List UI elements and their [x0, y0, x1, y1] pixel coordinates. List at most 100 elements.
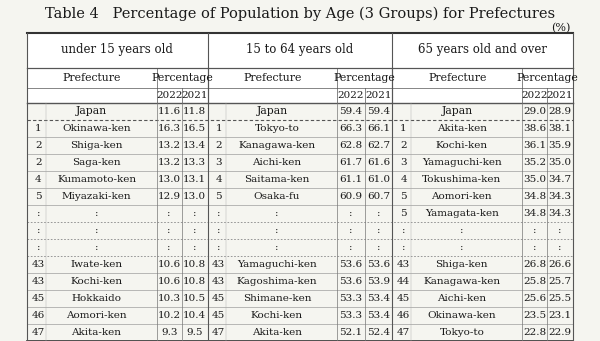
Text: 53.6: 53.6 — [367, 260, 390, 269]
Text: Japan: Japan — [76, 106, 107, 117]
Text: 28.9: 28.9 — [548, 107, 571, 116]
Text: 22.8: 22.8 — [523, 328, 546, 337]
Text: 10.8: 10.8 — [183, 260, 206, 269]
Text: :: : — [95, 226, 98, 235]
Text: Prefecture: Prefecture — [428, 73, 487, 83]
Text: Tokyo-to: Tokyo-to — [439, 328, 484, 337]
Text: 9.3: 9.3 — [161, 328, 178, 337]
Text: :: : — [95, 243, 98, 252]
Text: 43: 43 — [397, 260, 410, 269]
Text: :: : — [349, 243, 353, 252]
Text: 2022: 2022 — [338, 91, 364, 100]
Text: :: : — [349, 209, 353, 218]
Text: :: : — [95, 209, 98, 218]
Text: Akita-ken: Akita-ken — [71, 328, 122, 337]
Text: Kagoshima-ken: Kagoshima-ken — [236, 277, 317, 286]
Text: 60.7: 60.7 — [367, 192, 390, 201]
Text: 53.3: 53.3 — [340, 311, 362, 320]
Text: 2: 2 — [35, 141, 41, 150]
Text: :: : — [460, 243, 464, 252]
Text: 4: 4 — [400, 175, 407, 184]
Text: 65 years old and over: 65 years old and over — [418, 44, 547, 57]
Text: 10.6: 10.6 — [158, 260, 181, 269]
Text: 16.5: 16.5 — [183, 124, 206, 133]
Text: 35.9: 35.9 — [548, 141, 571, 150]
Text: 25.7: 25.7 — [548, 277, 571, 286]
Text: 66.1: 66.1 — [367, 124, 390, 133]
Text: 53.4: 53.4 — [367, 311, 390, 320]
Text: Shiga-ken: Shiga-ken — [70, 141, 123, 150]
Text: 44: 44 — [397, 277, 410, 286]
Text: :: : — [558, 243, 562, 252]
Text: 2022: 2022 — [156, 91, 182, 100]
Bar — [27, 68, 573, 103]
Text: 11.6: 11.6 — [158, 107, 181, 116]
Text: 46: 46 — [397, 311, 410, 320]
Text: 13.1: 13.1 — [183, 175, 206, 184]
Text: :: : — [193, 209, 196, 218]
Text: 2: 2 — [215, 141, 222, 150]
Text: :: : — [377, 226, 380, 235]
Text: 61.0: 61.0 — [367, 175, 390, 184]
Text: :: : — [193, 243, 196, 252]
Text: Kochi-ken: Kochi-ken — [436, 141, 488, 150]
Text: 61.1: 61.1 — [340, 175, 362, 184]
Text: 35.0: 35.0 — [548, 158, 571, 167]
Text: 53.6: 53.6 — [340, 260, 362, 269]
Text: 5: 5 — [215, 192, 222, 201]
Text: 22.9: 22.9 — [548, 328, 571, 337]
Text: 25.6: 25.6 — [523, 294, 546, 303]
Text: 52.4: 52.4 — [367, 328, 390, 337]
Text: 62.7: 62.7 — [367, 141, 390, 150]
Text: Japan: Japan — [257, 106, 288, 117]
Text: 53.6: 53.6 — [340, 277, 362, 286]
Text: Miyazaki-ken: Miyazaki-ken — [62, 192, 131, 201]
Text: :: : — [275, 209, 278, 218]
Text: :: : — [377, 209, 380, 218]
Text: Aomori-ken: Aomori-ken — [431, 192, 492, 201]
Text: Iwate-ken: Iwate-ken — [70, 260, 122, 269]
Text: 34.8: 34.8 — [523, 209, 546, 218]
Text: :: : — [217, 209, 220, 218]
Text: 10.5: 10.5 — [183, 294, 206, 303]
Text: Akita-ken: Akita-ken — [252, 328, 302, 337]
Text: 5: 5 — [400, 209, 407, 218]
Text: :: : — [460, 226, 464, 235]
Text: 2021: 2021 — [365, 91, 392, 100]
Text: Shiga-ken: Shiga-ken — [436, 260, 488, 269]
Text: 47: 47 — [397, 328, 410, 337]
Text: Aomori-ken: Aomori-ken — [66, 311, 127, 320]
Text: 35.0: 35.0 — [523, 175, 546, 184]
Text: 4: 4 — [215, 175, 222, 184]
Text: 5: 5 — [400, 192, 407, 201]
Text: 23.1: 23.1 — [548, 311, 571, 320]
Text: 47: 47 — [32, 328, 45, 337]
Text: :: : — [193, 226, 196, 235]
Text: :: : — [37, 226, 40, 235]
Text: 5: 5 — [35, 192, 41, 201]
Text: Percentage: Percentage — [151, 73, 213, 83]
Text: 15 to 64 years old: 15 to 64 years old — [247, 44, 353, 57]
Text: 4: 4 — [35, 175, 41, 184]
Text: Saitama-ken: Saitama-ken — [244, 175, 310, 184]
Text: 60.9: 60.9 — [340, 192, 362, 201]
Text: 10.8: 10.8 — [183, 277, 206, 286]
Text: 23.5: 23.5 — [523, 311, 546, 320]
Text: :: : — [217, 243, 220, 252]
Text: 10.6: 10.6 — [158, 277, 181, 286]
Text: 35.2: 35.2 — [523, 158, 546, 167]
Text: :: : — [558, 226, 562, 235]
Text: :: : — [402, 226, 406, 235]
Text: Percentage: Percentage — [334, 73, 395, 83]
Text: 45: 45 — [32, 294, 45, 303]
Text: Hokkaido: Hokkaido — [71, 294, 122, 303]
Text: 2: 2 — [35, 158, 41, 167]
Text: 62.8: 62.8 — [340, 141, 362, 150]
Text: Prefecture: Prefecture — [243, 73, 301, 83]
Text: :: : — [37, 209, 40, 218]
Text: under 15 years old: under 15 years old — [61, 44, 173, 57]
Text: 45: 45 — [212, 311, 225, 320]
Text: 34.3: 34.3 — [548, 209, 571, 218]
Text: Tokushima-ken: Tokushima-ken — [422, 175, 502, 184]
Text: 1: 1 — [215, 124, 222, 133]
